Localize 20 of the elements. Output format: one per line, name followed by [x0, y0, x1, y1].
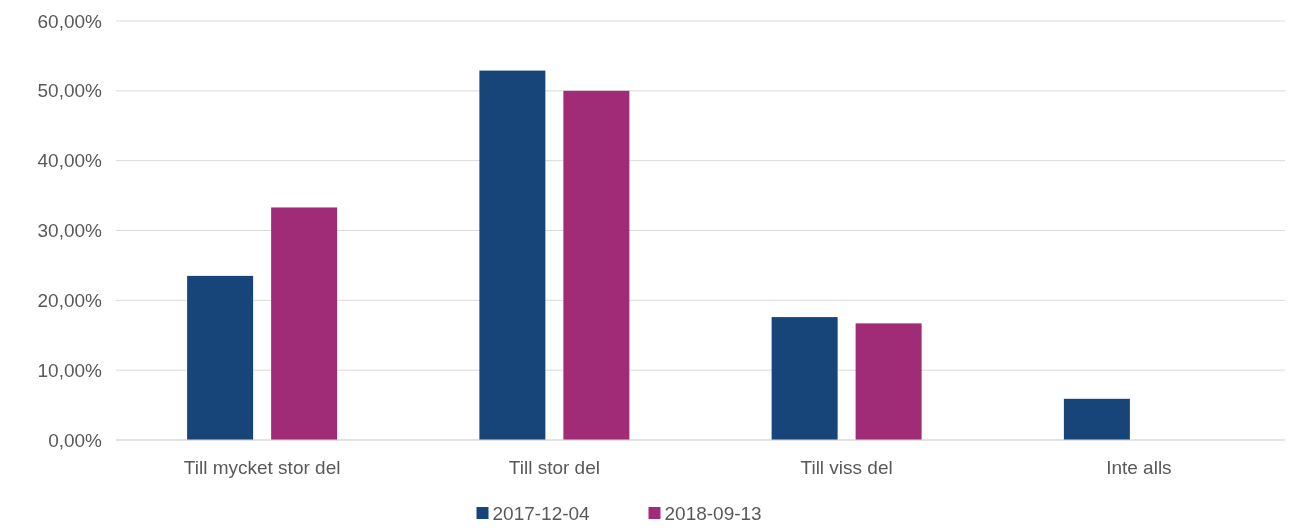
y-tick-label: 20,00%	[37, 289, 103, 311]
y-tick-label: 50,00%	[37, 80, 103, 102]
legend-label: 2018-09-13	[664, 503, 762, 524]
bar	[187, 275, 254, 440]
x-tick-label: Inte alls	[1106, 457, 1172, 478]
y-tick-label: 0,00%	[48, 429, 103, 451]
y-tick-label: 60,00%	[37, 10, 103, 32]
y-tick-label: 40,00%	[37, 150, 103, 172]
bar	[479, 70, 546, 440]
x-tick-label: Till viss del	[800, 457, 893, 478]
legend-label: 2017-12-04	[492, 503, 591, 524]
y-tick-label: 10,00%	[37, 359, 103, 381]
x-tick-label: Till stor del	[508, 457, 600, 478]
bar	[855, 323, 922, 440]
bar	[271, 207, 338, 440]
y-tick-label: 30,00%	[37, 220, 103, 242]
bar	[1063, 398, 1130, 440]
x-tick-label: Till mycket stor del	[183, 457, 341, 478]
bar	[771, 317, 838, 440]
bar	[563, 90, 630, 440]
